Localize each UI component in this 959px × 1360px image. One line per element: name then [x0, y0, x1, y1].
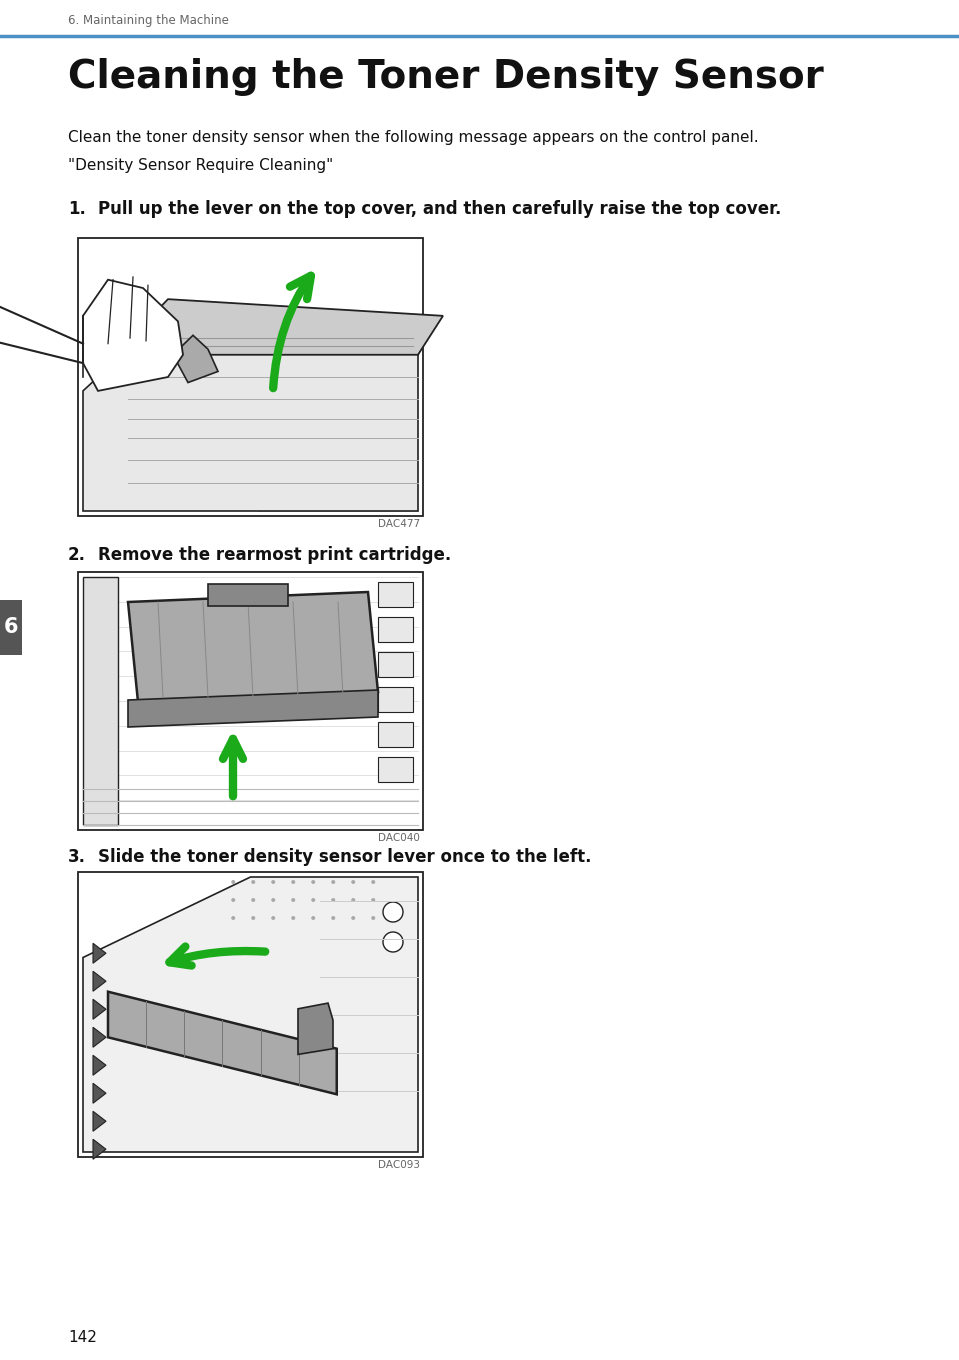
Bar — [378, 617, 413, 642]
Bar — [78, 872, 423, 1157]
Text: 2.: 2. — [68, 545, 86, 564]
Text: Slide the toner density sensor lever once to the left.: Slide the toner density sensor lever onc… — [98, 849, 592, 866]
Polygon shape — [83, 350, 418, 511]
Circle shape — [351, 880, 355, 884]
Polygon shape — [93, 1000, 106, 1019]
Polygon shape — [173, 336, 218, 382]
Bar — [78, 573, 423, 830]
Circle shape — [331, 917, 336, 919]
Circle shape — [292, 880, 295, 884]
Circle shape — [383, 932, 403, 952]
Polygon shape — [83, 280, 183, 390]
Circle shape — [292, 917, 295, 919]
Text: "Density Sensor Require Cleaning": "Density Sensor Require Cleaning" — [68, 158, 333, 173]
Polygon shape — [298, 1004, 333, 1054]
Text: Remove the rearmost print cartridge.: Remove the rearmost print cartridge. — [98, 545, 452, 564]
Circle shape — [351, 917, 355, 919]
Circle shape — [292, 898, 295, 902]
Circle shape — [251, 880, 255, 884]
Bar — [378, 687, 413, 713]
Polygon shape — [108, 991, 337, 1095]
Bar — [378, 582, 413, 607]
Text: Cleaning the Toner Density Sensor: Cleaning the Toner Density Sensor — [68, 58, 824, 97]
Polygon shape — [93, 1140, 106, 1159]
Bar — [0, 600, 22, 656]
Circle shape — [231, 898, 235, 902]
Text: DAC477: DAC477 — [378, 520, 420, 529]
Circle shape — [312, 917, 316, 919]
Polygon shape — [93, 1027, 106, 1047]
Polygon shape — [93, 944, 106, 963]
Circle shape — [251, 898, 255, 902]
Polygon shape — [93, 971, 106, 991]
Text: 1.: 1. — [68, 200, 86, 218]
Bar — [378, 758, 413, 782]
Circle shape — [331, 898, 336, 902]
Text: 142: 142 — [68, 1330, 97, 1345]
Circle shape — [371, 917, 375, 919]
Polygon shape — [93, 1055, 106, 1076]
Bar — [378, 651, 413, 677]
Text: Clean the toner density sensor when the following message appears on the control: Clean the toner density sensor when the … — [68, 131, 759, 146]
Bar — [78, 238, 423, 515]
Circle shape — [271, 917, 275, 919]
Circle shape — [351, 898, 355, 902]
Circle shape — [371, 880, 375, 884]
Circle shape — [271, 898, 275, 902]
Polygon shape — [93, 1111, 106, 1132]
Circle shape — [271, 880, 275, 884]
Bar — [378, 722, 413, 747]
Circle shape — [231, 917, 235, 919]
Polygon shape — [83, 577, 118, 826]
Text: DAC040: DAC040 — [378, 832, 420, 843]
Polygon shape — [128, 592, 378, 702]
Bar — [208, 583, 288, 607]
Text: 3.: 3. — [68, 849, 86, 866]
Circle shape — [251, 917, 255, 919]
Polygon shape — [128, 690, 378, 728]
Polygon shape — [83, 877, 418, 1152]
Text: 6: 6 — [4, 617, 18, 636]
Polygon shape — [93, 1084, 106, 1103]
Circle shape — [331, 880, 336, 884]
Circle shape — [312, 880, 316, 884]
Circle shape — [383, 902, 403, 922]
Circle shape — [312, 898, 316, 902]
Circle shape — [371, 898, 375, 902]
Circle shape — [231, 880, 235, 884]
Text: DAC093: DAC093 — [378, 1160, 420, 1170]
Text: Pull up the lever on the top cover, and then carefully raise the top cover.: Pull up the lever on the top cover, and … — [98, 200, 782, 218]
Text: 6. Maintaining the Machine: 6. Maintaining the Machine — [68, 14, 229, 27]
Polygon shape — [123, 299, 443, 355]
